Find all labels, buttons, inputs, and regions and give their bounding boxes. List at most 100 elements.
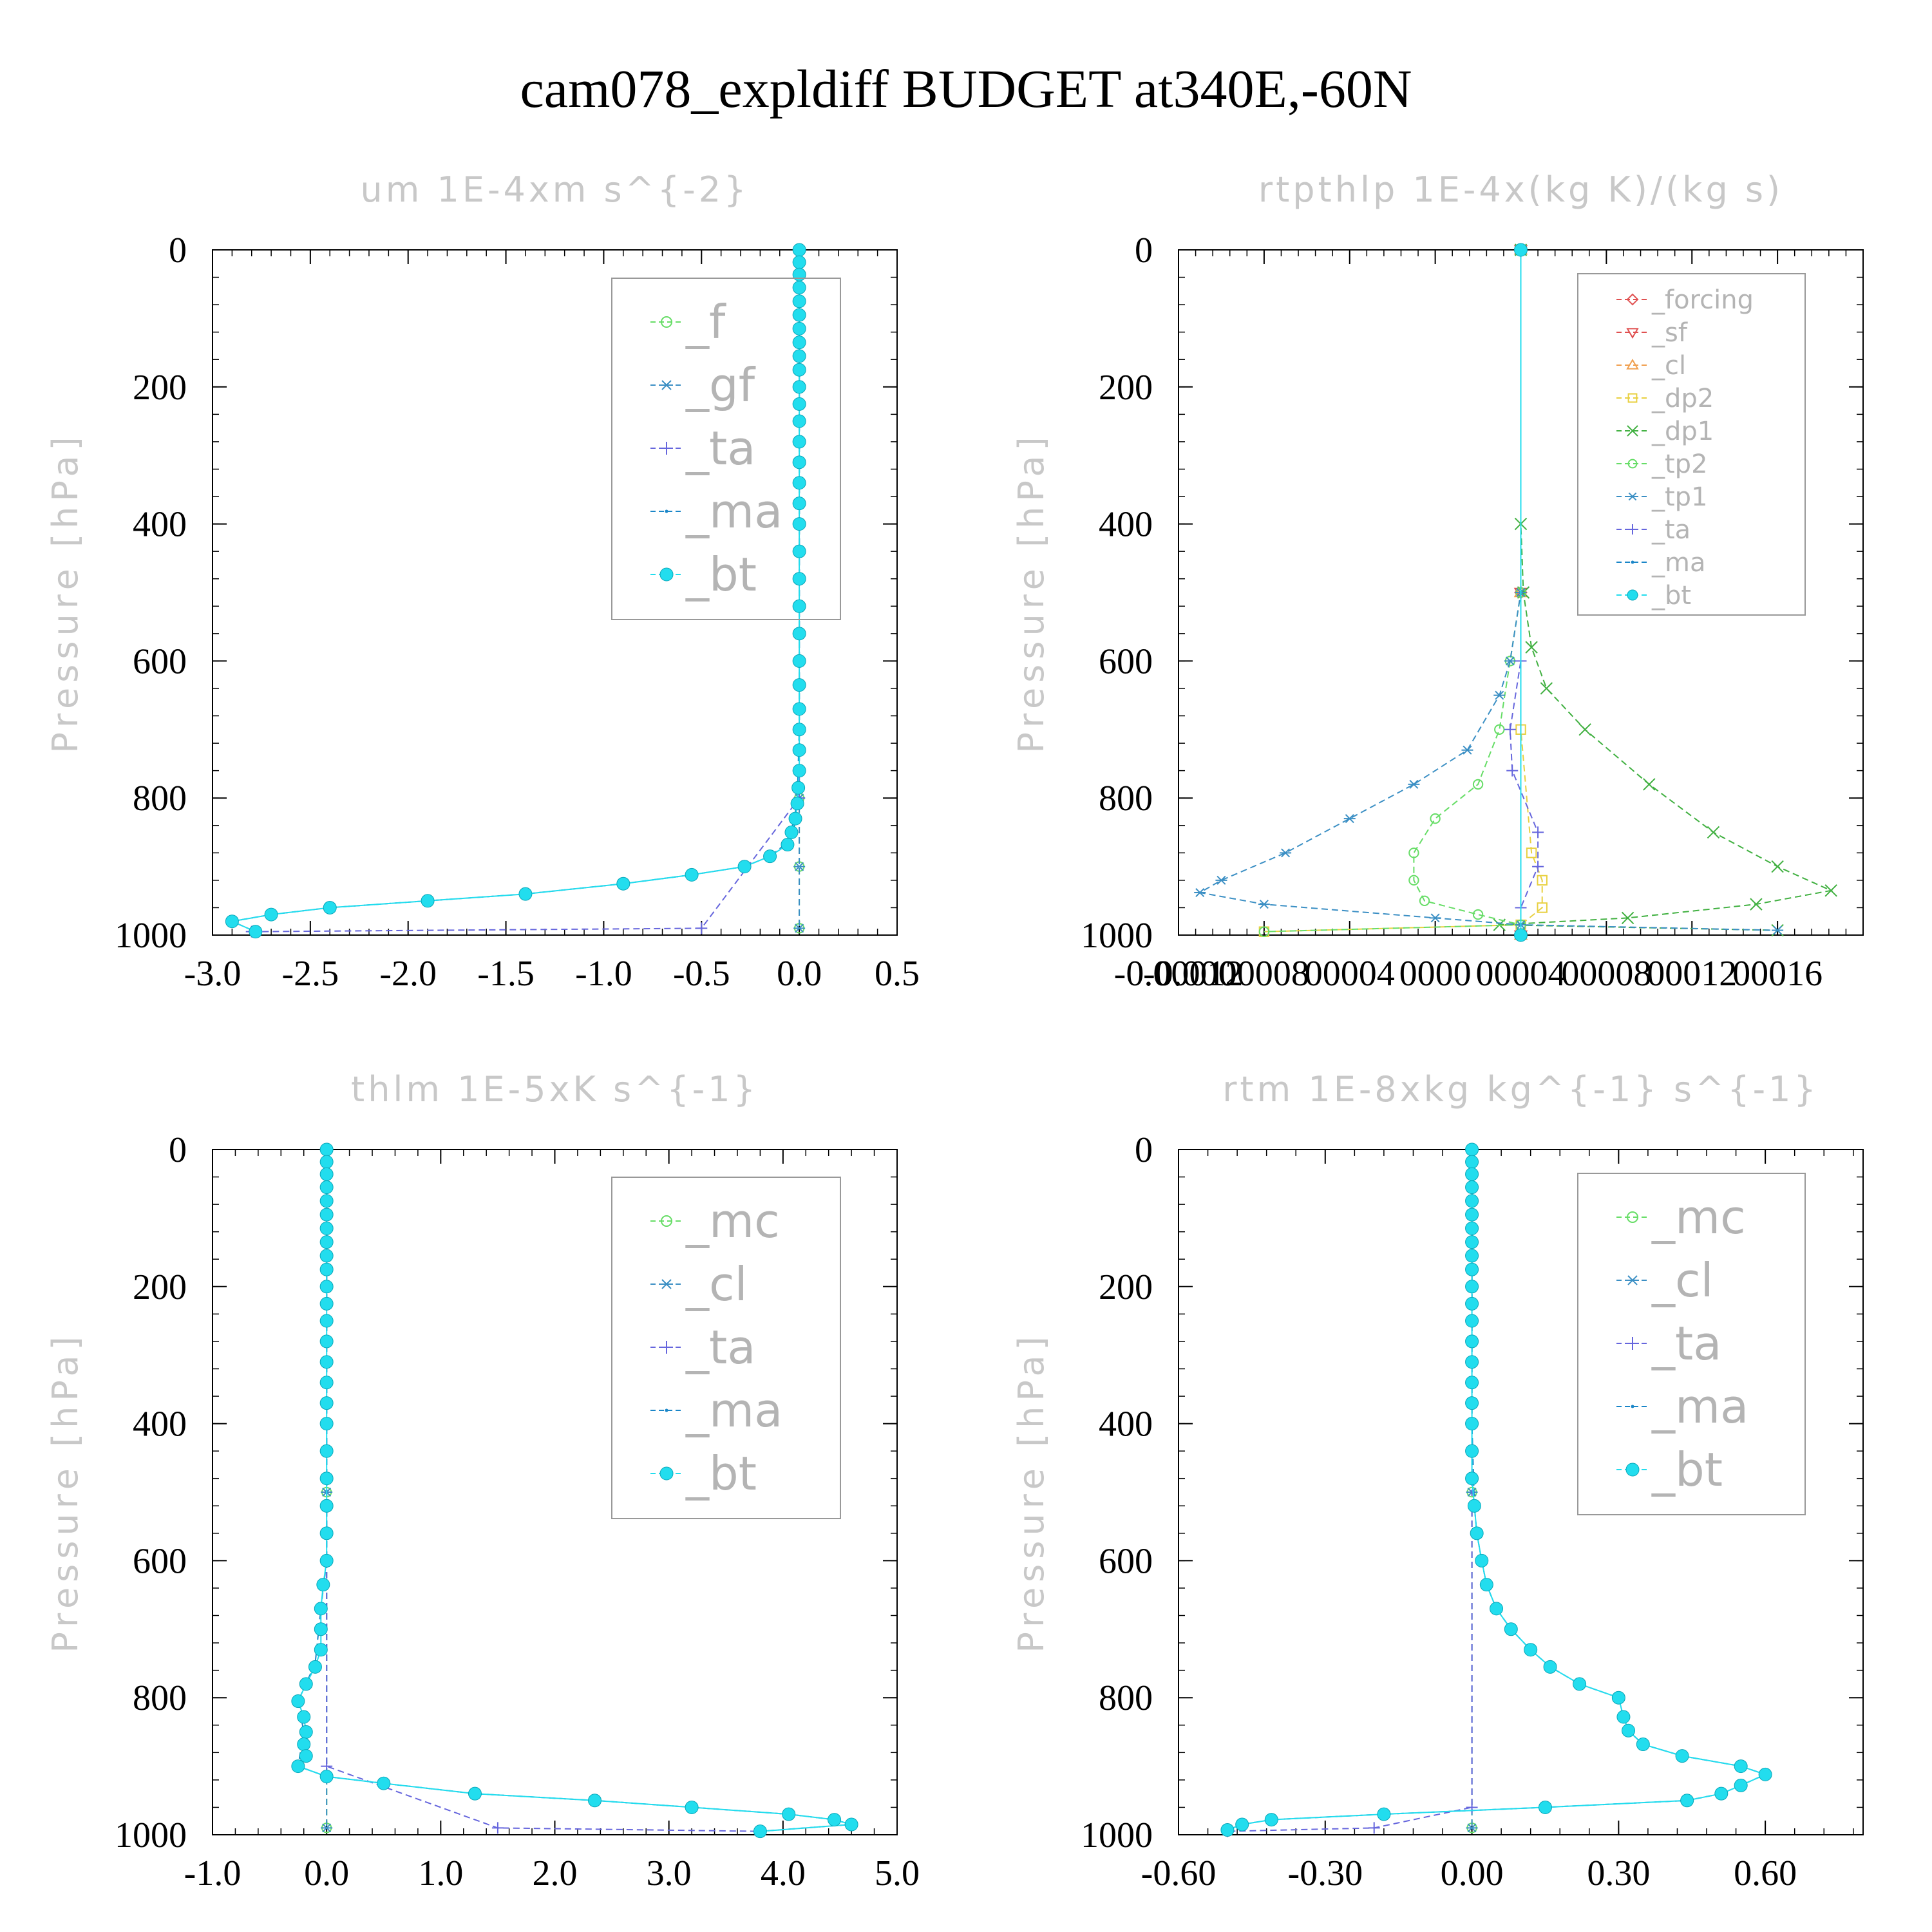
legend: _f _gf _ta _ma _bt [611,278,841,620]
data-point [792,497,806,511]
data-point [319,1472,334,1486]
legend-label: _cl [1651,1253,1714,1307]
data-point [1675,1749,1689,1763]
x-tick-label: 00004 [1476,954,1566,994]
data-point [291,1694,305,1709]
legend-label: _ma [685,484,782,538]
data-point [319,1296,334,1311]
legend-marker [1627,589,1638,601]
y-tick-label: 400 [1099,505,1153,545]
x-tick-label: 00016 [1732,954,1823,994]
x-tick-label: 00008 [1219,954,1309,994]
legend-marker [660,442,673,455]
x-tick-label: 00012 [1647,954,1737,994]
data-point [319,1314,334,1328]
legend-marker [660,1279,673,1289]
legend-label: _mc [1651,1190,1746,1244]
data-point [792,363,806,377]
series-tp2 [1258,244,1526,937]
data-point [297,1738,311,1752]
data-point [1578,723,1591,736]
series-line [1264,250,1543,933]
legend-item: _dp2 [1616,384,1714,413]
data-point [792,678,806,692]
x-tick-label: 0.60 [1734,1853,1797,1893]
data-point [792,321,806,336]
y-axis-title: Pressure [hPa] [1011,1331,1052,1653]
legend-marker [1625,1463,1640,1477]
series-bt [1514,243,1528,942]
x-tick-label: 00008 [1561,954,1651,994]
data-point [1493,690,1506,700]
y-axis-title: Pressure [hPa] [1011,431,1052,753]
y-tick-label: 600 [133,1541,187,1581]
data-point [685,1800,699,1814]
x-tick-label: 0000 [1399,954,1472,994]
data-point [1461,745,1473,755]
legend-marker [660,380,673,390]
data-point [316,1578,330,1592]
y-tick-label: 800 [133,779,187,819]
legend-item: _f [650,295,726,349]
data-point [782,1807,796,1821]
data-point [793,923,806,933]
data-point [763,849,777,864]
legend-item: _mc [1616,1190,1746,1244]
plot-frame [1178,1149,1864,1835]
data-point [319,1396,334,1410]
data-point [1465,1355,1479,1369]
legend-box [1577,273,1806,616]
legend-label: _ma [1651,1379,1748,1434]
legend-label: _bt [685,547,757,601]
data-point [792,435,806,449]
legend-item: _tp2 [1616,450,1708,479]
data-point [792,743,806,757]
series-line [297,1150,852,1832]
legend-marker [1627,524,1638,535]
data-point [314,1643,328,1657]
data-point [314,1622,328,1636]
data-point [1714,1786,1728,1801]
y-tick-label: 800 [1099,779,1153,819]
series-ta [1221,1144,1478,1837]
data-point [1680,1794,1694,1808]
data-point [792,255,806,269]
data-point [1235,1817,1249,1832]
legend-label: _ta [1651,515,1690,545]
data-point [1504,1622,1518,1636]
legend-marker [1627,393,1638,403]
legend-item: _ta [1616,1316,1721,1370]
data-point [249,925,263,939]
x-tick-label: -0.5 [673,954,730,994]
series-line [1198,250,1778,931]
legend-label: _f [685,295,726,349]
data-point [791,781,806,795]
x-tick-label: 4.0 [761,1853,806,1893]
data-point [1611,1690,1625,1705]
data-point [1525,641,1538,654]
data-point [1514,928,1528,942]
data-point [1465,1334,1479,1349]
data-point [1465,1167,1479,1181]
data-point [1824,884,1837,897]
legend-item: _bt [1616,581,1691,611]
y-tick-label: 200 [1099,1267,1153,1307]
data-point [308,1660,322,1674]
legend-label: _ta [685,1320,755,1374]
x-tick-label: -0.00012 [1114,954,1244,994]
y-tick-label: 1000 [115,1815,187,1855]
panel-title: rtm 1E-8xkg kg^{-1} s^{-1} [1222,1069,1819,1110]
series-line [297,1150,852,1832]
data-point [1429,913,1441,923]
data-point [784,825,799,839]
data-point [319,1194,334,1208]
data-point [319,1235,334,1249]
legend-item: _cl [650,1257,748,1311]
data-point [319,1180,334,1195]
data-point [1772,925,1784,935]
series-line [1264,250,1522,933]
panel-rtm: -0.60 -0.30 0.00 0.30 0.60 0 200 400 600 800 1000 P… [1011,1069,1864,1893]
data-point [1430,813,1441,824]
data-point [753,1824,767,1839]
data-point [1377,1807,1391,1821]
